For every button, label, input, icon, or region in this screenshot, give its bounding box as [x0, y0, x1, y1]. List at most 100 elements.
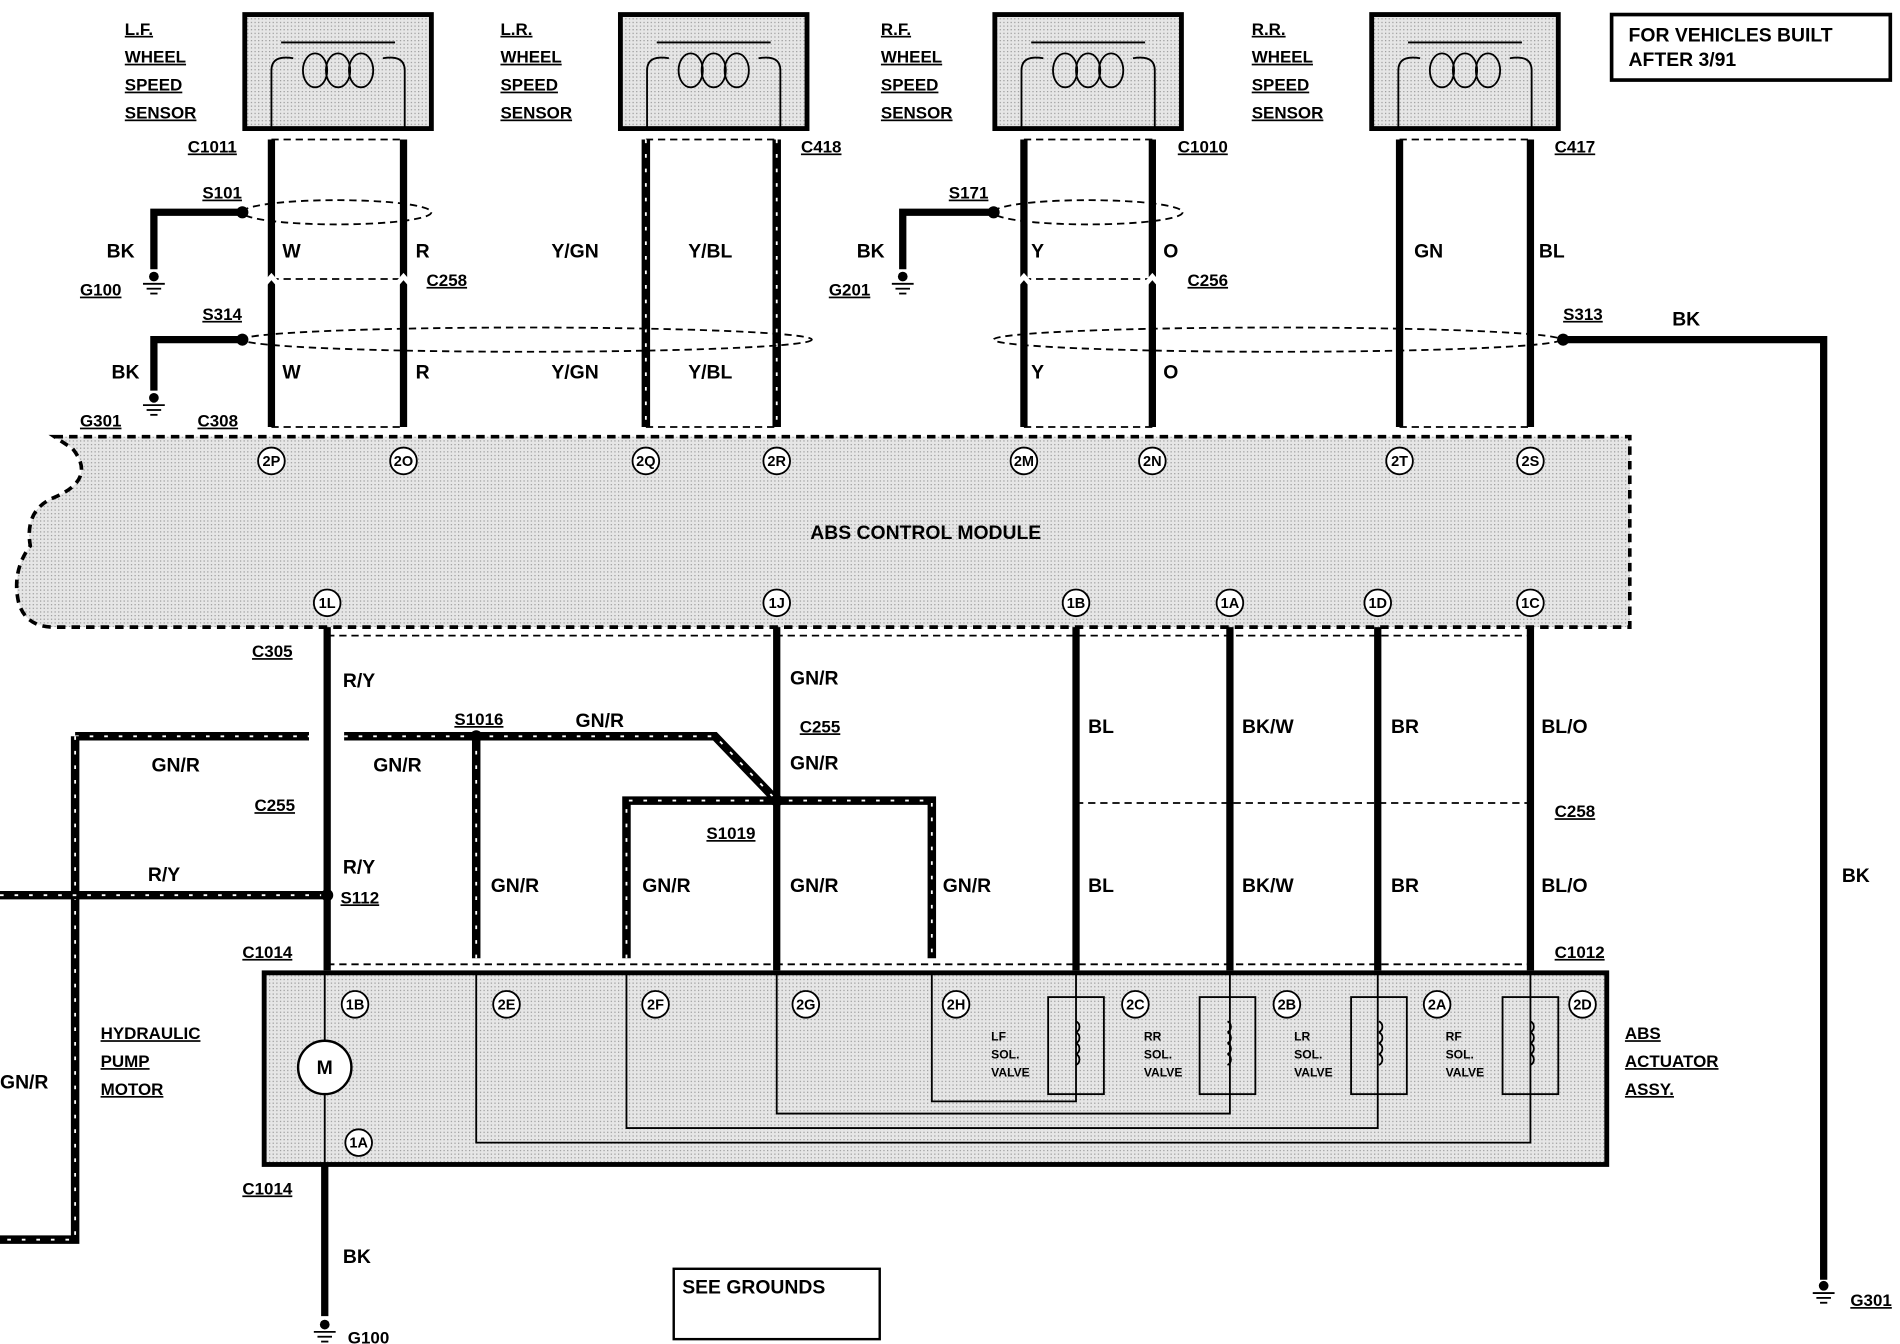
sensor-label: R.R.: [1252, 20, 1286, 39]
connector-label: C1014: [242, 1179, 293, 1198]
sensor-label: SENSOR: [500, 104, 572, 123]
sensor-label: SPEED: [1252, 76, 1310, 95]
wire-color-label: BR: [1391, 716, 1419, 738]
splice-label: S112: [340, 888, 379, 907]
solenoid-valve-icon: [1350, 996, 1408, 1096]
sensor-label: SENSOR: [1252, 104, 1324, 123]
splice-s1019: [770, 794, 783, 807]
sensor-coil-icon: [677, 52, 704, 89]
ground-label: G301: [1850, 1291, 1891, 1310]
sensor-label: WHEEL: [1252, 48, 1313, 67]
wire-color-label: W: [282, 362, 301, 384]
wire-color-label: GN/R: [790, 667, 838, 689]
module-pin: 2N: [1143, 454, 1162, 470]
splice-label: S313: [1563, 305, 1603, 324]
wire-color-label: BK: [1672, 308, 1700, 330]
module-pin-circle: [389, 446, 418, 476]
ground-label: G100: [348, 1329, 389, 1344]
wire-color-label: BK/W: [1242, 716, 1294, 738]
module-pin-circle: [1215, 588, 1245, 618]
module-pin: 1C: [1521, 596, 1540, 612]
ground-g301-icon: [1818, 1280, 1829, 1291]
ground-wire: [150, 208, 243, 270]
actuator-pin-circle: [1121, 990, 1150, 1019]
wire-color-label: O: [1163, 362, 1178, 384]
sensor-label: WHEEL: [500, 48, 561, 67]
wire-color-label: BL/O: [1541, 716, 1587, 738]
connector-label: C1010: [1178, 137, 1228, 156]
sensor-label: SPEED: [500, 76, 558, 95]
connector-break-icon: [1142, 272, 1163, 288]
sensor-coil-icon: [1020, 56, 1156, 129]
wire-color-label: BK: [111, 362, 139, 384]
actuator-pin: 2G: [796, 997, 815, 1013]
sensor-coil-icon: [1397, 56, 1533, 129]
module-pin-circle: [1363, 588, 1392, 618]
ground-label: G301: [80, 412, 121, 431]
wire-color-label: BK/W: [1242, 875, 1294, 897]
wire-color-label: R/Y: [343, 670, 375, 692]
sensor-coil-icon: [1428, 52, 1455, 89]
wire-color-label: GN/R: [0, 1071, 48, 1093]
actuator-pin-circle: [1568, 990, 1597, 1019]
module-pin-circle: [631, 446, 661, 476]
actuator-pin: 2C: [1126, 997, 1145, 1013]
wire-color-label: GN/R: [943, 875, 991, 897]
wire-color-label: O: [1163, 240, 1178, 262]
pump-motor-icon: [296, 1039, 353, 1096]
wire-color-label: BK: [107, 240, 135, 262]
solenoid-label: VALVE: [1294, 1066, 1333, 1080]
module-pin-circle: [1516, 446, 1545, 476]
wire-color-label: R: [416, 240, 430, 262]
actuator-pin: 2H: [947, 997, 966, 1013]
sensor-label: SPEED: [881, 76, 939, 95]
ground-g301-icon: [149, 393, 159, 403]
sensor-coil-icon: [1474, 52, 1502, 89]
connector-break-icon: [261, 272, 282, 288]
see-grounds-text: SEE GROUNDS: [682, 1276, 825, 1298]
connector-label: C256: [1187, 271, 1228, 290]
solenoid-label: LR: [1294, 1029, 1310, 1043]
sensor-coil-icon: [270, 56, 406, 129]
solenoid-coil-icon: [1378, 1053, 1384, 1066]
splice-label: S171: [949, 184, 989, 203]
module-name: ABS CONTROL MODULE: [810, 522, 1041, 544]
sensor-label: WHEEL: [881, 48, 942, 67]
sensor-coil-icon: [1052, 52, 1079, 89]
actuator-name: ABS: [1625, 1024, 1661, 1043]
wire-color-label: R/Y: [148, 864, 180, 886]
sensor-coil-icon: [325, 52, 352, 89]
sensor-label: L.F.: [125, 20, 153, 39]
wire-color-label: Y/BL: [688, 240, 732, 262]
sensor-coil-icon: [646, 56, 782, 129]
wheel-speed-sensor: [1369, 12, 1561, 132]
connector-label: C255: [800, 717, 841, 736]
module-pin: 2S: [1522, 454, 1540, 470]
note-line: FOR VEHICLES BUILT: [1629, 25, 1833, 47]
module-pin: 2M: [1014, 454, 1034, 470]
actuator-pin: 2B: [1278, 997, 1297, 1013]
module-pin: 2P: [263, 454, 281, 470]
solenoid-label: RR: [1144, 1029, 1162, 1043]
wire-gn-r-stripe: [625, 799, 933, 959]
module-pin: 2O: [394, 454, 413, 470]
ground-label: G201: [829, 281, 870, 300]
ground-wire: [1563, 336, 1828, 1280]
motor-label: HYDRAULIC: [101, 1024, 201, 1043]
splice-s112: [321, 889, 334, 902]
wire-color-label: BL: [1088, 716, 1114, 738]
wire-color-label: GN/R: [790, 875, 838, 897]
ground-g201-icon: [897, 271, 908, 282]
solenoid-label: VALVE: [1446, 1066, 1485, 1080]
actuator-pin-circle: [340, 990, 370, 1019]
connector-label: C258: [427, 271, 468, 290]
solenoid-label: VALVE: [991, 1066, 1030, 1080]
splice-label: S314: [202, 305, 242, 324]
module-pin-circle: [762, 446, 791, 476]
wheel-speed-sensor: [242, 12, 434, 132]
actuator-name: ACTUATOR: [1625, 1052, 1719, 1071]
wire-gn-r: [344, 732, 780, 804]
wire-color-label: BL: [1539, 240, 1565, 262]
sensor-label: SENSOR: [125, 104, 197, 123]
actuator-pin-circle: [344, 1128, 373, 1157]
